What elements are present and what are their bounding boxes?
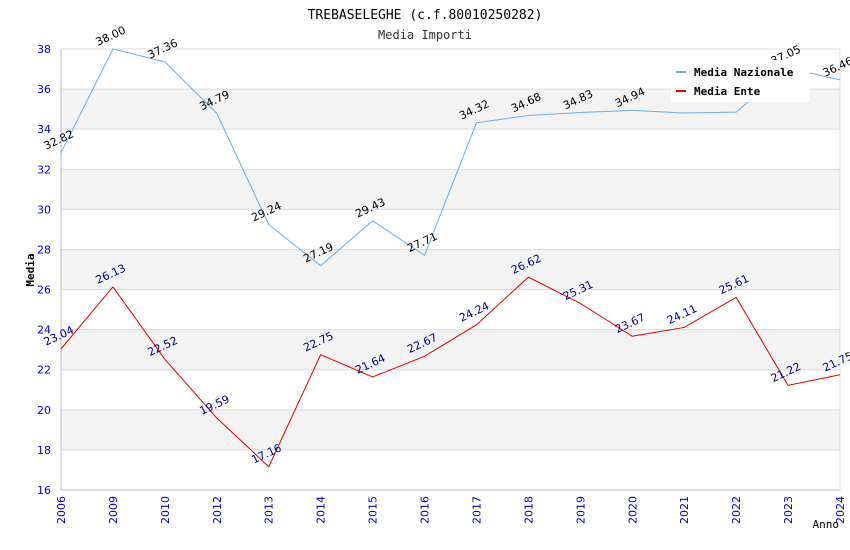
x-tick-label: 2006 bbox=[55, 496, 68, 524]
x-tick-label: 2010 bbox=[159, 496, 172, 524]
x-tick-label: 2014 bbox=[315, 496, 328, 524]
data-label: 38.00 bbox=[94, 24, 128, 49]
x-axis-label: Anno bbox=[813, 518, 840, 531]
y-axis-label: Media bbox=[24, 253, 37, 286]
x-tick-label: 2024 bbox=[834, 496, 847, 524]
y-tick-label: 24 bbox=[37, 324, 51, 337]
plot-band bbox=[61, 329, 840, 370]
x-tick-label: 2022 bbox=[730, 496, 743, 524]
x-tick-label: 2012 bbox=[211, 496, 224, 524]
y-tick-label: 38 bbox=[37, 43, 51, 56]
x-tick-label: 2019 bbox=[574, 496, 587, 524]
y-tick-label: 28 bbox=[37, 243, 51, 256]
data-label: 37.36 bbox=[146, 36, 180, 61]
x-tick-label: 2017 bbox=[470, 496, 483, 524]
y-tick-label: 18 bbox=[37, 444, 51, 457]
x-tick-label: 2013 bbox=[263, 496, 276, 524]
y-tick-labels: 16 18 20 22 24 26 28 30 32 34 36 38 bbox=[37, 43, 51, 497]
y-tick-label: 22 bbox=[37, 364, 51, 377]
data-label: 36.46 bbox=[821, 54, 850, 79]
y-tick-label: 20 bbox=[37, 404, 51, 417]
x-tick-label: 2020 bbox=[626, 496, 639, 524]
plot-bands bbox=[61, 89, 840, 450]
y-tick-label: 32 bbox=[37, 163, 51, 176]
x-tick-label: 2023 bbox=[782, 496, 795, 524]
plot-band bbox=[61, 249, 840, 290]
axes bbox=[60, 49, 841, 491]
data-label: 24.24 bbox=[457, 299, 491, 324]
series-line-media-ente bbox=[60, 276, 841, 468]
x-tick-label: 2018 bbox=[522, 496, 535, 524]
legend-box bbox=[671, 60, 810, 102]
legend: Media Nazionale Media Ente bbox=[671, 60, 810, 102]
y-tick-label: 30 bbox=[37, 203, 51, 216]
series-lines bbox=[60, 48, 841, 468]
y-tick-label: 16 bbox=[37, 484, 51, 497]
x-tick-labels: 2006 2009 2010 2012 2013 2014 2015 2016 2017 2018… bbox=[55, 496, 847, 524]
chart-subtitle: Media Importi bbox=[378, 28, 472, 42]
x-tick-label: 2016 bbox=[419, 496, 432, 524]
series-line-media-nazionale bbox=[60, 48, 841, 267]
grid-lines bbox=[61, 48, 840, 491]
x-tick-label: 2021 bbox=[678, 496, 691, 524]
x-tick-label: 2015 bbox=[367, 496, 380, 524]
y-tick-label: 36 bbox=[37, 83, 51, 96]
plot-band bbox=[61, 409, 840, 450]
y-tick-label: 34 bbox=[37, 123, 51, 136]
legend-entry: Media Nazionale bbox=[694, 66, 794, 79]
chart-title: TREBASELEGHE (c.f.80010250282) bbox=[308, 8, 543, 23]
y-tick-label: 26 bbox=[37, 284, 51, 297]
data-label: 24.11 bbox=[665, 302, 699, 327]
legend-entry: Media Ente bbox=[694, 85, 761, 98]
x-tick-label: 2009 bbox=[107, 496, 120, 524]
